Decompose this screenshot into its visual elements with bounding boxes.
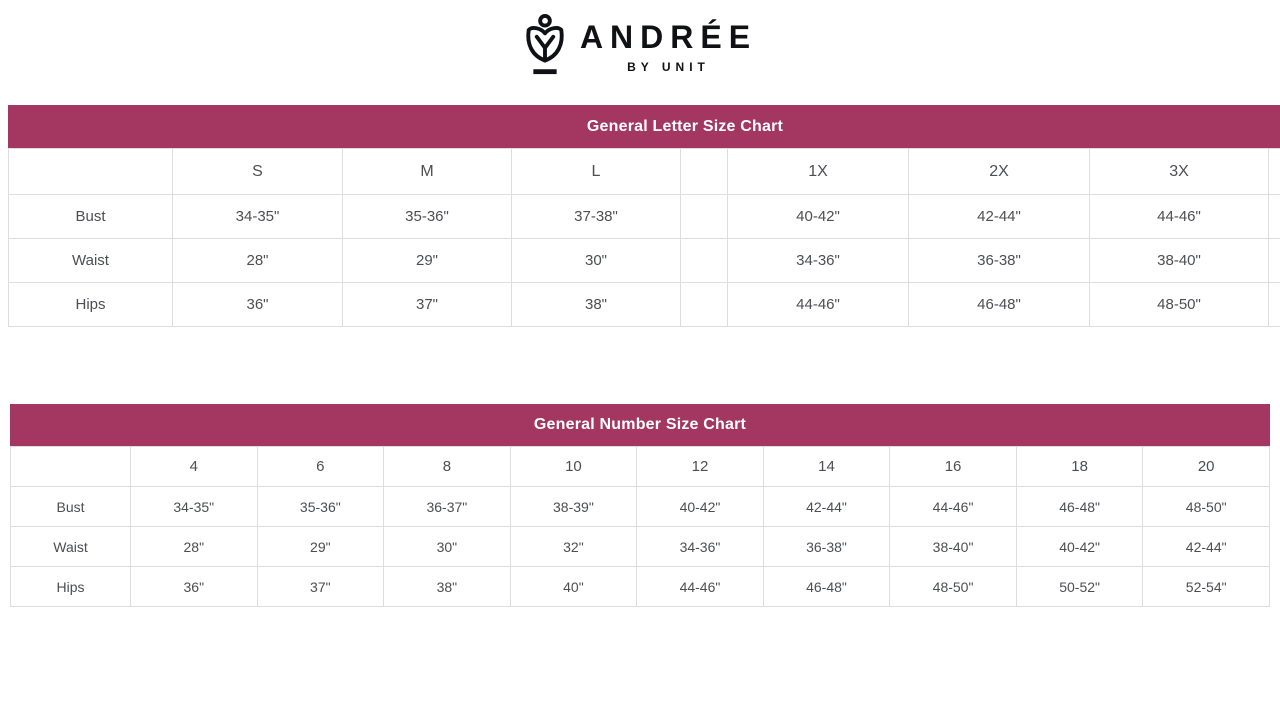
size-cell: 38" (383, 566, 511, 607)
column-header: 20 (1142, 446, 1270, 487)
size-cell: 48-50" (1142, 486, 1270, 527)
size-cell: 37" (256, 566, 385, 607)
table-row: Hips 36" 37" 38" 44-46" 46-48" 48-50" (8, 282, 1280, 327)
size-cell: 44-46" (1089, 194, 1269, 239)
size-cell: 37" (342, 282, 512, 327)
size-cell: 36-37" (383, 486, 511, 527)
size-cell: 36" (130, 566, 258, 607)
column-header: 3X (1089, 148, 1269, 195)
size-cell: 34-36" (727, 238, 909, 283)
size-cell: 40-42" (1015, 526, 1144, 567)
column-header: 8 (383, 446, 511, 487)
size-cell: 40-42" (636, 486, 764, 527)
number-chart-title: General Number Size Chart (10, 404, 1270, 446)
size-cell: 29" (256, 526, 385, 567)
size-cell: 35-36" (342, 194, 512, 239)
header-row: S M L 1X 2X 3X (8, 148, 1280, 195)
row-label: Waist (10, 526, 131, 567)
size-cell: 40-42" (727, 194, 909, 239)
size-cell: 50-52" (1015, 566, 1144, 607)
table-row: Waist 28" 29" 30" 32" 34-36" 36-38" 38-40" 40-42… (10, 526, 1270, 567)
column-header: S (172, 148, 343, 195)
brand-tagline: BY UNIT (627, 60, 710, 74)
row-label: Bust (10, 486, 131, 527)
row-label: Hips (8, 282, 173, 327)
brand-name: ANDRÉE (579, 19, 758, 55)
number-size-chart: General Number Size Chart 4 6 8 10 12 14 16 18 2… (10, 404, 1270, 607)
column-header: 6 (256, 446, 385, 487)
size-cell: 36-38" (908, 238, 1090, 283)
size-cell: 29" (342, 238, 512, 283)
size-cell (1268, 194, 1280, 239)
letter-chart-title: General Letter Size Chart (8, 105, 1280, 148)
size-cell: 46-48" (908, 282, 1090, 327)
number-size-table: 4 6 8 10 12 14 16 18 20 Bust 34-35" 35-36" 36-37" 38-… (10, 446, 1270, 607)
table-row: Bust 34-35" 35-36" 37-38" 40-42" 42-44" 44-46" (8, 194, 1280, 239)
size-cell: 42-44" (762, 486, 891, 527)
column-header (680, 148, 728, 195)
letter-size-table: S M L 1X 2X 3X Bust 34-35" 35-36" 37-38" 40-42" 42-… (8, 148, 1280, 327)
size-cell: 30" (383, 526, 511, 567)
brand-logo: ANDRÉE BY UNIT (523, 13, 757, 77)
table-row: Waist 28" 29" 30" 34-36" 36-38" 38-40" (8, 238, 1280, 283)
column-header: 1X (727, 148, 909, 195)
size-cell: 32" (509, 526, 638, 567)
size-cell: 40" (509, 566, 638, 607)
column-header: 16 (889, 446, 1017, 487)
size-cell (680, 282, 728, 327)
column-header: 4 (130, 446, 258, 487)
row-label: Waist (8, 238, 173, 283)
size-cell: 52-54" (1142, 566, 1270, 607)
column-header: 14 (762, 446, 891, 487)
size-cell: 38-40" (1089, 238, 1269, 283)
table-row: Hips 36" 37" 38" 40" 44-46" 46-48" 48-50" 50-52"… (10, 566, 1270, 607)
row-label: Bust (8, 194, 173, 239)
size-cell: 38-40" (889, 526, 1017, 567)
size-cell (680, 238, 728, 283)
table-row: Bust 34-35" 35-36" 36-37" 38-39" 40-42" 42-44"… (10, 486, 1270, 527)
column-header: 10 (509, 446, 638, 487)
size-cell: 46-48" (1015, 486, 1144, 527)
size-cell: 35-36" (256, 486, 385, 527)
size-cell: 44-46" (889, 486, 1017, 527)
size-cell: 44-46" (636, 566, 764, 607)
tulip-flower-icon (526, 13, 564, 75)
brand-text-block: ANDRÉE BY UNIT (580, 13, 757, 74)
column-header (1268, 148, 1280, 195)
size-cell: 28" (130, 526, 258, 567)
size-cell: 34-35" (130, 486, 258, 527)
row-label: Hips (10, 566, 131, 607)
size-cell (1268, 238, 1280, 283)
letter-size-chart: General Letter Size Chart S M L 1X 2X 3X Bust 3… (8, 105, 1280, 327)
size-cell: 46-48" (762, 566, 891, 607)
column-header: L (511, 148, 681, 195)
size-cell: 38-39" (509, 486, 638, 527)
size-cell: 37-38" (511, 194, 681, 239)
header: ANDRÉE BY UNIT (0, 13, 1280, 77)
size-cell: 38" (511, 282, 681, 327)
column-header (10, 446, 131, 487)
size-cell: 42-44" (1142, 526, 1270, 567)
size-cell (680, 194, 728, 239)
size-cell: 30" (511, 238, 681, 283)
size-cell: 28" (172, 238, 343, 283)
letter-size-chart-section: General Letter Size Chart S M L 1X 2X 3X Bust 3… (8, 105, 1280, 331)
column-header: M (342, 148, 512, 195)
column-header: 12 (636, 446, 764, 487)
size-cell: 48-50" (889, 566, 1017, 607)
column-header: 18 (1015, 446, 1144, 487)
size-cell: 48-50" (1089, 282, 1269, 327)
size-cell (1268, 282, 1280, 327)
size-cell: 36-38" (762, 526, 891, 567)
size-cell: 36" (172, 282, 343, 327)
header-row: 4 6 8 10 12 14 16 18 20 (10, 446, 1270, 487)
column-header: 2X (908, 148, 1090, 195)
size-cell: 42-44" (908, 194, 1090, 239)
size-cell: 34-35" (172, 194, 343, 239)
size-cell: 44-46" (727, 282, 909, 327)
column-header (8, 148, 173, 195)
size-cell: 34-36" (636, 526, 764, 567)
